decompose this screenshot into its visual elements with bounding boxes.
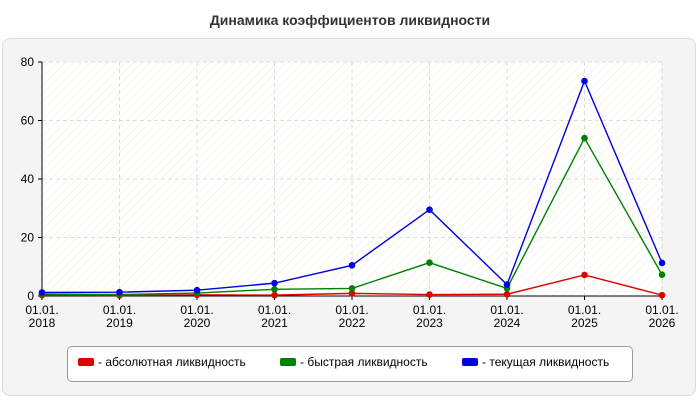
legend-swatch-red bbox=[78, 358, 94, 366]
legend-item-quick: - быстрая ликвидность bbox=[280, 355, 428, 369]
y-tick-label: 80 bbox=[21, 55, 35, 69]
legend-swatch-blue bbox=[462, 358, 478, 366]
legend-swatch-green bbox=[280, 358, 296, 366]
x-tick-label: 01.01. 2018 bbox=[25, 303, 58, 330]
data-point bbox=[581, 134, 588, 142]
legend-item-current: - текущая ликвидность bbox=[462, 355, 609, 369]
x-tick-label: 01.01. 2021 bbox=[258, 303, 291, 330]
data-point bbox=[271, 279, 278, 287]
x-tick-label: 01.01. 2025 bbox=[568, 303, 601, 330]
y-axis-ticks: 0 20 40 60 80 bbox=[21, 55, 42, 303]
grid-lines bbox=[42, 61, 663, 296]
x-axis-ticks: 01.01. 2018 01.01. 2019 01.01. 2020 01.01. 2021… bbox=[25, 296, 679, 330]
legend: - абсолютная ликвидность - быстрая ликви… bbox=[67, 346, 633, 382]
data-point bbox=[348, 290, 356, 297]
y-tick-label: 60 bbox=[21, 114, 35, 128]
data-point bbox=[193, 286, 201, 294]
data-point bbox=[426, 259, 433, 266]
y-tick-label: 20 bbox=[21, 231, 35, 245]
x-tick-label: 01.01. 2024 bbox=[490, 303, 523, 330]
data-point bbox=[658, 291, 666, 299]
data-point bbox=[426, 291, 433, 298]
data-point bbox=[503, 290, 511, 298]
x-tick-label: 01.01. 2019 bbox=[103, 303, 136, 330]
data-point bbox=[116, 288, 123, 296]
legend-label: - быстрая ликвидность bbox=[300, 355, 428, 369]
x-tick-label: 01.01. 2023 bbox=[413, 303, 446, 330]
data-point bbox=[348, 285, 356, 292]
data-point bbox=[581, 77, 588, 85]
data-point bbox=[271, 285, 278, 293]
data-point bbox=[348, 261, 356, 269]
data-point bbox=[271, 291, 278, 299]
chart-title: Динамика коэффициентов ликвидности bbox=[209, 12, 491, 28]
legend-item-absolute: - абсолютная ликвидность bbox=[78, 355, 246, 369]
data-point bbox=[658, 271, 666, 278]
x-tick-label: 01.01. 2026 bbox=[645, 303, 678, 330]
data-point bbox=[658, 259, 666, 267]
x-tick-label: 01.01. 2020 bbox=[180, 303, 213, 330]
data-point bbox=[581, 271, 588, 279]
legend-label: - абсолютная ликвидность bbox=[98, 355, 246, 369]
data-point bbox=[503, 281, 511, 288]
legend-label: - текущая ликвидность bbox=[482, 355, 610, 369]
y-tick-label: 40 bbox=[21, 172, 35, 186]
x-tick-label: 01.01. 2022 bbox=[335, 303, 368, 330]
data-point bbox=[38, 289, 46, 296]
data-point bbox=[426, 206, 433, 214]
series-points bbox=[38, 77, 666, 299]
y-tick-label: 0 bbox=[27, 289, 34, 303]
